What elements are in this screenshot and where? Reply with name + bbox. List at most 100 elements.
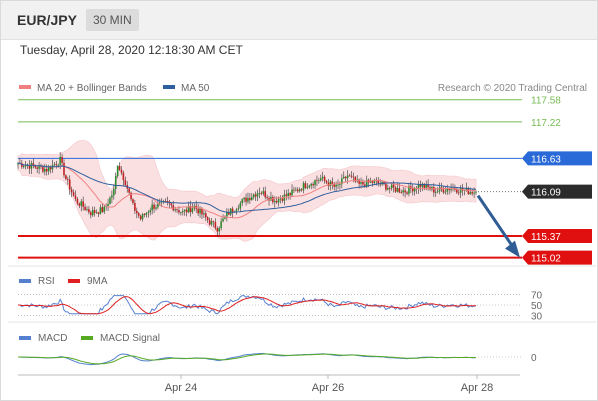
candle-body: [448, 188, 450, 191]
candle-body: [124, 180, 127, 186]
candle-body: [390, 184, 393, 189]
candle-body: [262, 191, 265, 194]
candle-body: [204, 213, 207, 218]
candle-body: [427, 184, 429, 188]
candle-body: [304, 183, 307, 188]
candle-body: [371, 181, 374, 183]
candle-body: [413, 187, 416, 192]
candle-body: [231, 208, 234, 212]
candle-body: [151, 204, 153, 211]
candle-body: [103, 206, 106, 212]
candle-body: [185, 209, 188, 213]
candle-body: [65, 175, 67, 180]
candle-body: [444, 191, 447, 193]
candle-body: [227, 212, 230, 215]
macd-legend-label: MACD: [38, 333, 67, 344]
candle-body: [70, 189, 73, 193]
candle-body: [176, 209, 178, 211]
candle-body: [436, 191, 439, 193]
candle-body: [122, 172, 125, 181]
macd-reference-levels: 0: [478, 353, 537, 364]
candle-body: [287, 193, 290, 196]
x-tick-label: Apr 28: [461, 382, 493, 394]
candle-body: [298, 189, 301, 192]
candle-body: [34, 165, 37, 168]
candle-body: [67, 179, 69, 180]
candle-body: [120, 169, 123, 173]
candle-body: [272, 197, 274, 203]
candle-body: [68, 179, 71, 190]
bb-legend-label: MA 20 + Bollinger Bands: [37, 83, 147, 94]
candle-body: [339, 184, 341, 185]
candle-body: [107, 204, 109, 207]
candle-body: [465, 188, 468, 191]
candle-body: [335, 184, 337, 187]
candle-body: [95, 212, 98, 214]
candle-body: [469, 192, 472, 195]
candle-body: [128, 188, 130, 193]
projection-arrow: [476, 194, 520, 258]
candle-body: [411, 188, 414, 192]
projection-arrow-head: [505, 240, 520, 258]
candle-body: [84, 206, 86, 210]
ma50-legend-label: MA 50: [181, 83, 210, 94]
candle-body: [450, 188, 452, 191]
candle-body: [423, 183, 426, 188]
level-label-117.22: 117.22: [531, 118, 561, 129]
rsi-level-label-70: 70: [531, 291, 543, 302]
candle-body: [457, 192, 460, 194]
candle-body: [116, 165, 119, 176]
candle-body: [325, 180, 328, 183]
candle-body: [189, 206, 192, 213]
candle-body: [59, 156, 61, 165]
candle-body: [471, 192, 473, 194]
rsi9-legend-label: 9MA: [87, 276, 108, 287]
candle-body: [475, 191, 477, 193]
ma50-legend-swatch: [163, 85, 175, 89]
candle-body: [111, 195, 113, 198]
candle-body: [224, 216, 226, 219]
candle-body: [36, 167, 38, 169]
candle-body: [38, 165, 40, 169]
ma20-line: [18, 162, 476, 219]
candle-body: [159, 202, 161, 204]
candle-body: [365, 179, 368, 187]
candle-body: [249, 197, 251, 201]
candle-body: [218, 227, 221, 232]
candle-body: [398, 188, 401, 193]
timeframe-badge[interactable]: 30 MIN: [86, 9, 139, 31]
candle-body: [137, 213, 140, 216]
candle-body: [254, 194, 257, 197]
candle-body: [456, 189, 458, 193]
candle-body: [113, 189, 115, 196]
candle-body: [331, 181, 334, 185]
candle-body: [421, 183, 424, 187]
candle-body: [316, 180, 318, 182]
candle-body: [364, 184, 366, 187]
candle-body: [239, 203, 242, 209]
rsi-level-label-50: 50: [531, 301, 543, 312]
candle-body: [30, 163, 33, 169]
candle-body: [417, 184, 420, 189]
candle-body: [143, 214, 146, 216]
candle-body: [281, 198, 284, 201]
candle-body: [377, 180, 380, 184]
candle-body: [260, 192, 263, 194]
candle-body: [362, 182, 364, 185]
level-tag-116.63: [522, 151, 592, 166]
candle-body: [114, 175, 117, 190]
candle-body: [323, 176, 326, 181]
candle-body: [47, 166, 50, 172]
candle-body: [147, 212, 150, 214]
candle-body: [97, 212, 100, 214]
candle-body: [162, 200, 165, 202]
candle-body: [247, 197, 249, 202]
candle-body: [300, 189, 303, 191]
candle-body: [358, 179, 360, 184]
candle-body: [373, 179, 376, 183]
candle-body: [210, 221, 213, 225]
candle-body: [22, 166, 25, 168]
candle-body: [180, 212, 182, 214]
chart-header: EUR/JPY 30 MIN: [1, 1, 597, 40]
